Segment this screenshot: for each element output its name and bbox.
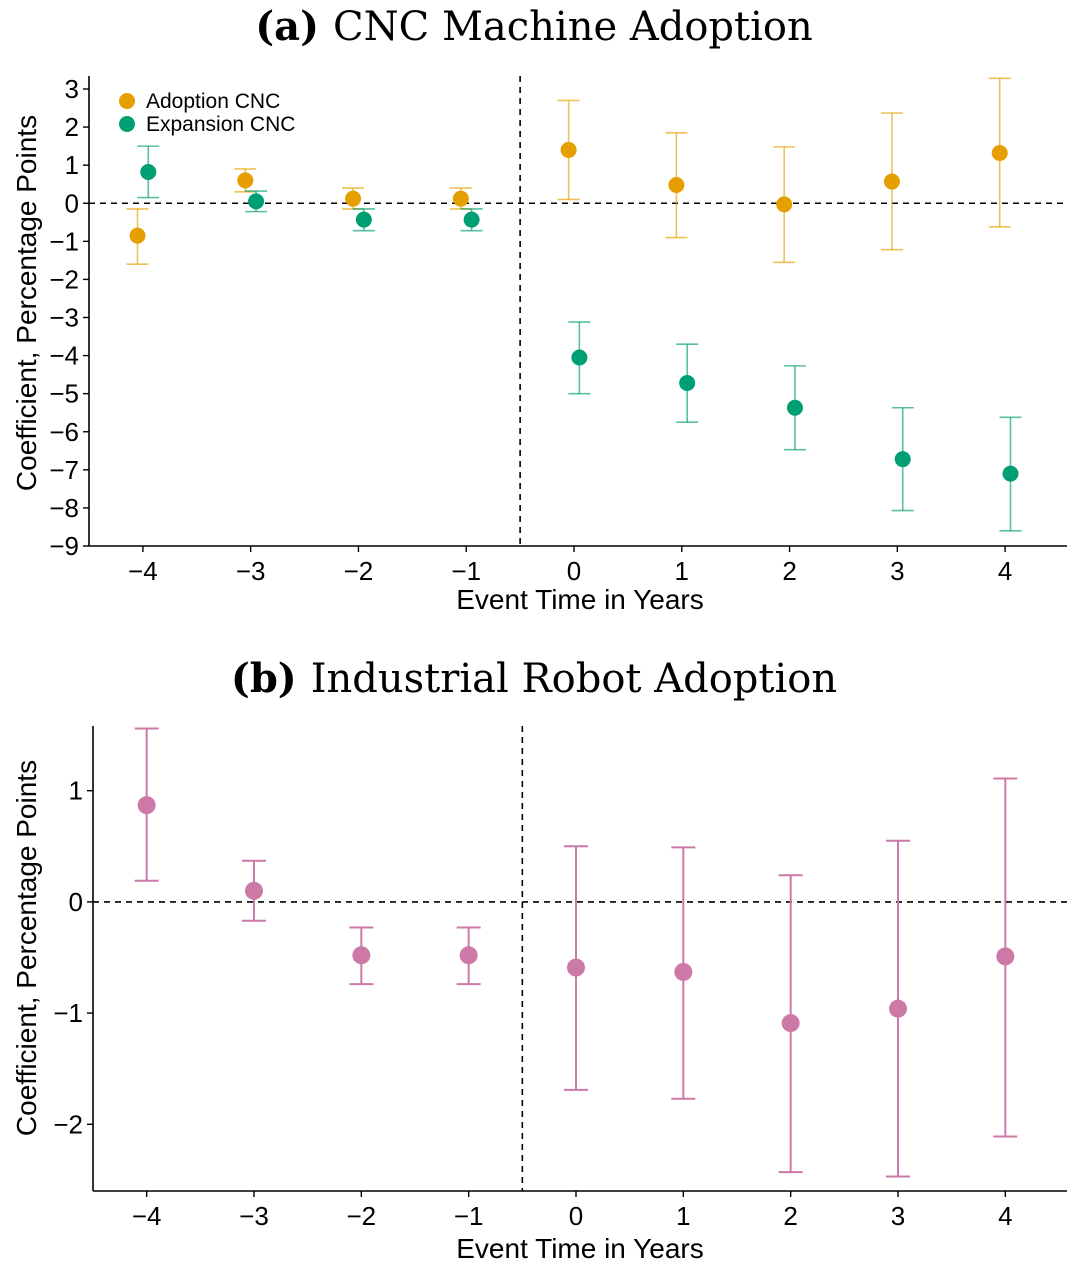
panel-a-adoption-cnc-x2-point: [776, 196, 793, 213]
panel-a-expansion-cnc-x3-point: [894, 451, 911, 468]
panel-b-plot: 1 0 −1 −2 −4 −3 −2 −1 0 1 2 3 4: [53, 726, 1067, 1231]
panel-b-x-tick-label-4: −4: [132, 1201, 162, 1231]
panel-a-expansion-cnc-x3-point: [248, 193, 265, 210]
panel-b-x-tick-label-0: 0: [569, 1201, 583, 1231]
panel-b-title-text: Industrial Robot Adoption: [311, 656, 837, 702]
panel-b-series-0-x2-point: [781, 1014, 800, 1033]
panel-b-x-tick-label-1: −1: [454, 1201, 484, 1231]
panel-b-y-tick-label-1: 1: [69, 776, 83, 806]
panel-b-title: (b) Industrial Robot Adoption: [231, 655, 837, 702]
panel-a-adoption-cnc-x1-point: [668, 176, 685, 193]
panel-a-expansion-cnc-x1-point: [679, 375, 696, 392]
panel-a-x-axis-label: Event Time in Years: [456, 584, 703, 615]
panel-a-adoption-cnc-x0-point: [560, 141, 577, 158]
panel-a-expansion-cnc-x0-point: [571, 349, 588, 366]
panel-a-adoption-cnc-x3-point: [237, 172, 254, 189]
panel-a-plot: 3 2 1 0 −1 −2 −3 −4 −5 −6 −7 −8 −9 −4 −3 −2 −1 0 1 2 3 4: [49, 74, 1067, 586]
panel-b-series-0-x2-point: [352, 946, 371, 965]
panel-b-x-tick-label-2: −2: [347, 1201, 377, 1231]
panel-a-y-tick-label-1: 1: [65, 150, 79, 180]
panel-a-y-tick-label-4: −4: [49, 341, 79, 371]
panel-a-x-tick-label-2: −2: [344, 556, 374, 586]
panel-a-expansion-cnc-x2-point: [786, 399, 803, 416]
panel-b-x-tick-label-4: 4: [998, 1201, 1012, 1231]
panel-a-expansion-cnc-x4-point: [140, 164, 157, 181]
panel-a-adoption-cnc-x3-point: [883, 173, 900, 190]
panel-a-y-tick-label-0: 0: [65, 188, 79, 218]
panel-a-expansion-cnc-x1-point: [463, 211, 480, 228]
panel-b-series-0-x4-point: [996, 947, 1015, 966]
panel-b-series-0-x3-point: [245, 881, 263, 900]
panel-b-x-tick-label-3: 3: [891, 1201, 905, 1231]
panel-a-y-tick-label-5: −5: [49, 379, 79, 409]
panel-a-x-tick-label-3: −3: [236, 556, 266, 586]
panel-a-y-tick-label-3: 3: [65, 74, 79, 104]
panel-a-y-tick-label-6: −6: [49, 417, 79, 447]
panel-a-y-tick-label-3: −3: [49, 303, 79, 333]
panel-a-y-tick-label-2: 2: [65, 112, 79, 142]
panel-a-x-tick-label-4: 4: [998, 556, 1012, 586]
panel-b-label: (b): [231, 655, 297, 702]
legend-label-adoption-cnc: Adoption CNC: [146, 90, 280, 113]
legend-marker-expansion-cnc: [119, 116, 135, 132]
panel-a-adoption-cnc-x2-point: [345, 190, 362, 207]
panel-b-series-0-x1-point: [674, 962, 693, 981]
panel-a-title-text: CNC Machine Adoption: [333, 4, 813, 50]
panel-b-y-tick-label-1: −1: [53, 998, 83, 1028]
panel-b: (b) Industrial Robot Adoption Coefficien…: [11, 655, 1067, 1264]
panel-a-x-tick-label-4: −4: [128, 556, 158, 586]
panel-b-x-tick-label-1: 1: [676, 1201, 690, 1231]
panel-a-y-tick-label-7: −7: [49, 455, 79, 485]
panel-a-x-tick-label-0: 0: [567, 556, 581, 586]
panel-b-y-tick-label-0: 0: [69, 887, 83, 917]
panel-b-x-axis-label: Event Time in Years: [456, 1233, 703, 1264]
panel-b-series-0-x0-point: [567, 958, 585, 977]
legend-label-expansion-cnc: Expansion CNC: [146, 113, 295, 136]
panel-b-series-0-x4-point: [137, 796, 156, 815]
panel-a-title: (a) CNC Machine Adoption: [255, 3, 813, 50]
panel-b-series-0-x1-point: [459, 946, 478, 965]
panel-a-x-tick-label-1: −1: [451, 556, 481, 586]
panel-a-y-axis-label: Coefficient, Percentage Points: [11, 115, 42, 491]
panel-b-series-0-x3-point: [889, 999, 907, 1018]
panel-a-y-tick-label-1: −1: [49, 226, 79, 256]
panel-a-y-tick-label-2: −2: [49, 264, 79, 294]
panel-b-y-axis-label: Coefficient, Percentage Points: [11, 760, 42, 1136]
panel-a-y-tick-label-8: −8: [49, 493, 79, 523]
panel-a-x-tick-label-1: 1: [675, 556, 689, 586]
panel-a-x-tick-label-2: 2: [782, 556, 796, 586]
panel-a-x-tick-label-3: 3: [890, 556, 904, 586]
panel-a-legend: Adoption CNC Expansion CNC: [119, 90, 295, 136]
panel-a-expansion-cnc-x4-point: [1002, 465, 1019, 482]
panel-b-x-tick-label-2: 2: [783, 1201, 797, 1231]
panel-a-adoption-cnc-x4-point: [129, 227, 146, 244]
legend-marker-adoption-cnc: [119, 93, 135, 109]
panel-a: (a) CNC Machine Adoption Coefficient, Pe…: [11, 3, 1067, 615]
panel-a-label: (a): [255, 3, 319, 50]
panel-a-expansion-cnc-x2-point: [355, 211, 372, 228]
panel-a-adoption-cnc-x1-point: [452, 190, 469, 207]
panel-b-y-tick-label-2: −2: [53, 1109, 83, 1139]
panel-a-adoption-cnc-x4-point: [991, 144, 1008, 161]
panel-b-x-tick-label-3: −3: [239, 1201, 269, 1231]
panel-a-y-tick-label-9: −9: [49, 531, 79, 561]
